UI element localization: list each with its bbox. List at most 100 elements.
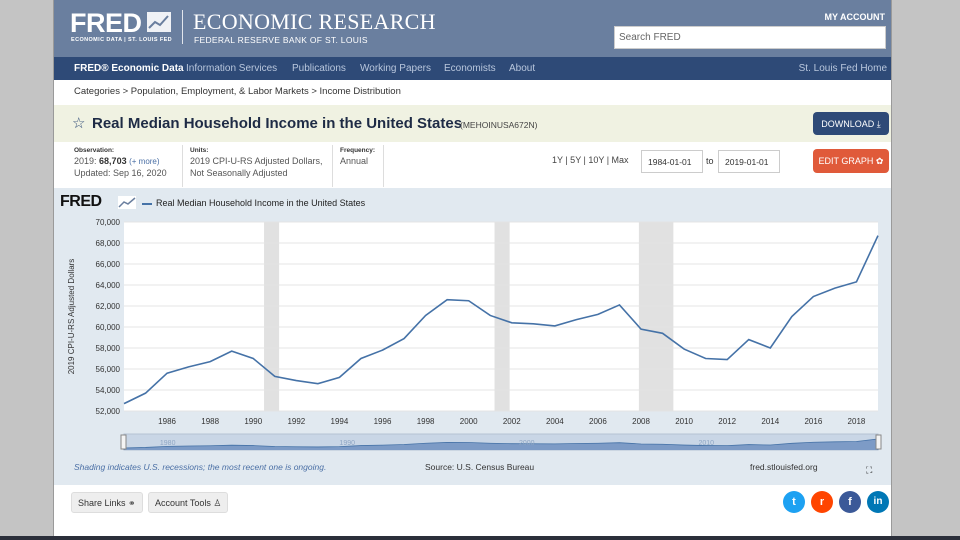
data-point[interactable] (660, 331, 665, 336)
data-point[interactable] (466, 298, 471, 303)
data-point[interactable] (315, 381, 320, 386)
star-icon[interactable]: ☆ (72, 115, 86, 132)
nav-item-st-louis-fed-home[interactable]: St. Louis Fed Home (798, 63, 887, 74)
x-tick-label: 2012 (718, 417, 736, 426)
navigator-handle-right[interactable] (875, 434, 882, 450)
data-point[interactable] (768, 346, 773, 351)
edit-graph-button[interactable]: EDIT GRAPH ✿ (813, 149, 889, 173)
data-point[interactable] (337, 375, 342, 380)
facebook-icon[interactable]: f (839, 491, 861, 513)
data-point[interactable] (122, 401, 127, 406)
nav-item-about[interactable]: About (509, 63, 536, 74)
data-point[interactable] (229, 349, 234, 354)
data-point[interactable] (358, 356, 363, 361)
start-date-field[interactable]: 1984-01-01 (641, 150, 703, 173)
data-point[interactable] (595, 312, 600, 317)
observation-value: 68,703 (99, 156, 127, 166)
legend-swatch (142, 202, 152, 205)
units-line-2: Not Seasonally Adjusted (190, 168, 288, 178)
y-tick-label: 68,000 (96, 239, 121, 248)
range-selector[interactable]: 1Y | 5Y | 10Y | Max (552, 155, 629, 165)
y-tick-label: 60,000 (96, 323, 121, 332)
x-tick-label: 1986 (158, 417, 176, 426)
recession-shade (264, 222, 280, 411)
series-line[interactable] (123, 235, 879, 405)
source-note[interactable]: Source: U.S. Census Bureau (425, 462, 535, 472)
units-line-1: 2019 CPI-U-RS Adjusted Dollars, (190, 156, 323, 166)
observation-year: 2019: (74, 156, 97, 166)
data-point[interactable] (272, 374, 277, 379)
data-point[interactable] (186, 364, 191, 369)
data-point[interactable] (294, 378, 299, 383)
data-point[interactable] (251, 356, 256, 361)
reddit-icon[interactable]: r (811, 491, 833, 513)
download-button[interactable]: DOWNLOAD ⤓ (813, 112, 889, 135)
economic-research-title[interactable]: ECONOMIC RESEARCH (193, 9, 436, 34)
recession-shade (494, 222, 510, 411)
data-point[interactable] (703, 356, 708, 361)
data-point[interactable] (165, 371, 170, 376)
end-date-field[interactable]: 2019-01-01 (718, 150, 780, 173)
chart-logo-icon (118, 196, 136, 209)
data-point[interactable] (552, 323, 557, 328)
nav-item-fred-economic-data[interactable]: FRED® Economic Data (74, 63, 184, 74)
my-account-link[interactable]: MY ACCOUNT (824, 12, 886, 22)
data-point[interactable] (531, 321, 536, 326)
fullscreen-icon[interactable]: ⛶ (866, 465, 873, 475)
data-point[interactable] (208, 359, 213, 364)
data-point[interactable] (143, 391, 148, 396)
linkedin-icon[interactable]: in (867, 491, 889, 513)
search-input[interactable]: Search FRED (614, 26, 886, 49)
breadcrumb[interactable]: Categories > Population, Employment, & L… (74, 86, 401, 97)
data-point[interactable] (488, 313, 493, 318)
units-block: Units: 2019 CPI-U-RS Adjusted Dollars, N… (190, 147, 323, 178)
nav-item-information-services[interactable]: Information Services (186, 63, 278, 74)
data-point[interactable] (617, 302, 622, 307)
nav-item-publications[interactable]: Publications (292, 63, 346, 74)
data-point[interactable] (876, 233, 881, 238)
account-tools-button[interactable]: Account Tools ♙ (148, 492, 229, 513)
twitter-icon[interactable]: t (783, 491, 805, 513)
x-tick-label: 2016 (804, 417, 822, 426)
header-divider (182, 10, 183, 44)
y-tick-label: 62,000 (96, 302, 121, 311)
line-chart[interactable]: 52,000 54,000 56,000 58,000 60,000 62,000 64,0… (54, 188, 892, 458)
data-point[interactable] (746, 337, 751, 342)
data-point[interactable] (402, 336, 407, 341)
data-point[interactable] (725, 357, 730, 362)
x-tick-label: 2014 (761, 417, 779, 426)
data-point[interactable] (639, 327, 644, 332)
data-point[interactable] (854, 279, 859, 284)
data-point[interactable] (682, 347, 687, 352)
x-tick-label: 1988 (201, 417, 219, 426)
data-point[interactable] (789, 314, 794, 319)
data-point[interactable] (832, 286, 837, 291)
meta-divider (182, 145, 183, 187)
share-links-button[interactable]: Share Links ⚭ (71, 492, 143, 513)
fred-url[interactable]: fred.stlouisfed.org (750, 462, 818, 472)
x-tick-label: 2006 (589, 417, 607, 426)
observation-more-link[interactable]: (+ more) (129, 157, 160, 166)
x-tick-label: 1994 (331, 417, 349, 426)
fred-logo-subtitle: ECONOMIC DATA | ST. LOUIS FED (71, 37, 173, 43)
data-point[interactable] (445, 297, 450, 302)
data-point[interactable] (380, 348, 385, 353)
x-tick-label: 2010 (675, 417, 693, 426)
data-point[interactable] (423, 313, 428, 318)
data-point[interactable] (574, 317, 579, 322)
fred-logo[interactable]: FRED (70, 8, 142, 38)
frequency-block: Frequency: Annual (340, 147, 375, 166)
observation-label: Observation: (74, 147, 115, 154)
nav-item-economists[interactable]: Economists (444, 63, 496, 74)
observation-line: 2019: 68,703 (+ more) (74, 156, 167, 166)
data-point[interactable] (509, 320, 514, 325)
recession-shading-note: Shading indicates U.S. recessions; the m… (74, 462, 327, 472)
data-point[interactable] (811, 294, 816, 299)
y-tick-label: 56,000 (96, 365, 121, 374)
frequency-value: Annual (340, 156, 369, 166)
graph-panel: FRED Real Median Household Income in the… (54, 188, 892, 485)
navigator-handle-left[interactable] (120, 434, 127, 450)
site-header: FRED ECONOMIC DATA | ST. LOUIS FED ECONO… (54, 0, 891, 57)
x-tick-label: 1990 (244, 417, 262, 426)
nav-item-working-papers[interactable]: Working Papers (360, 63, 431, 74)
